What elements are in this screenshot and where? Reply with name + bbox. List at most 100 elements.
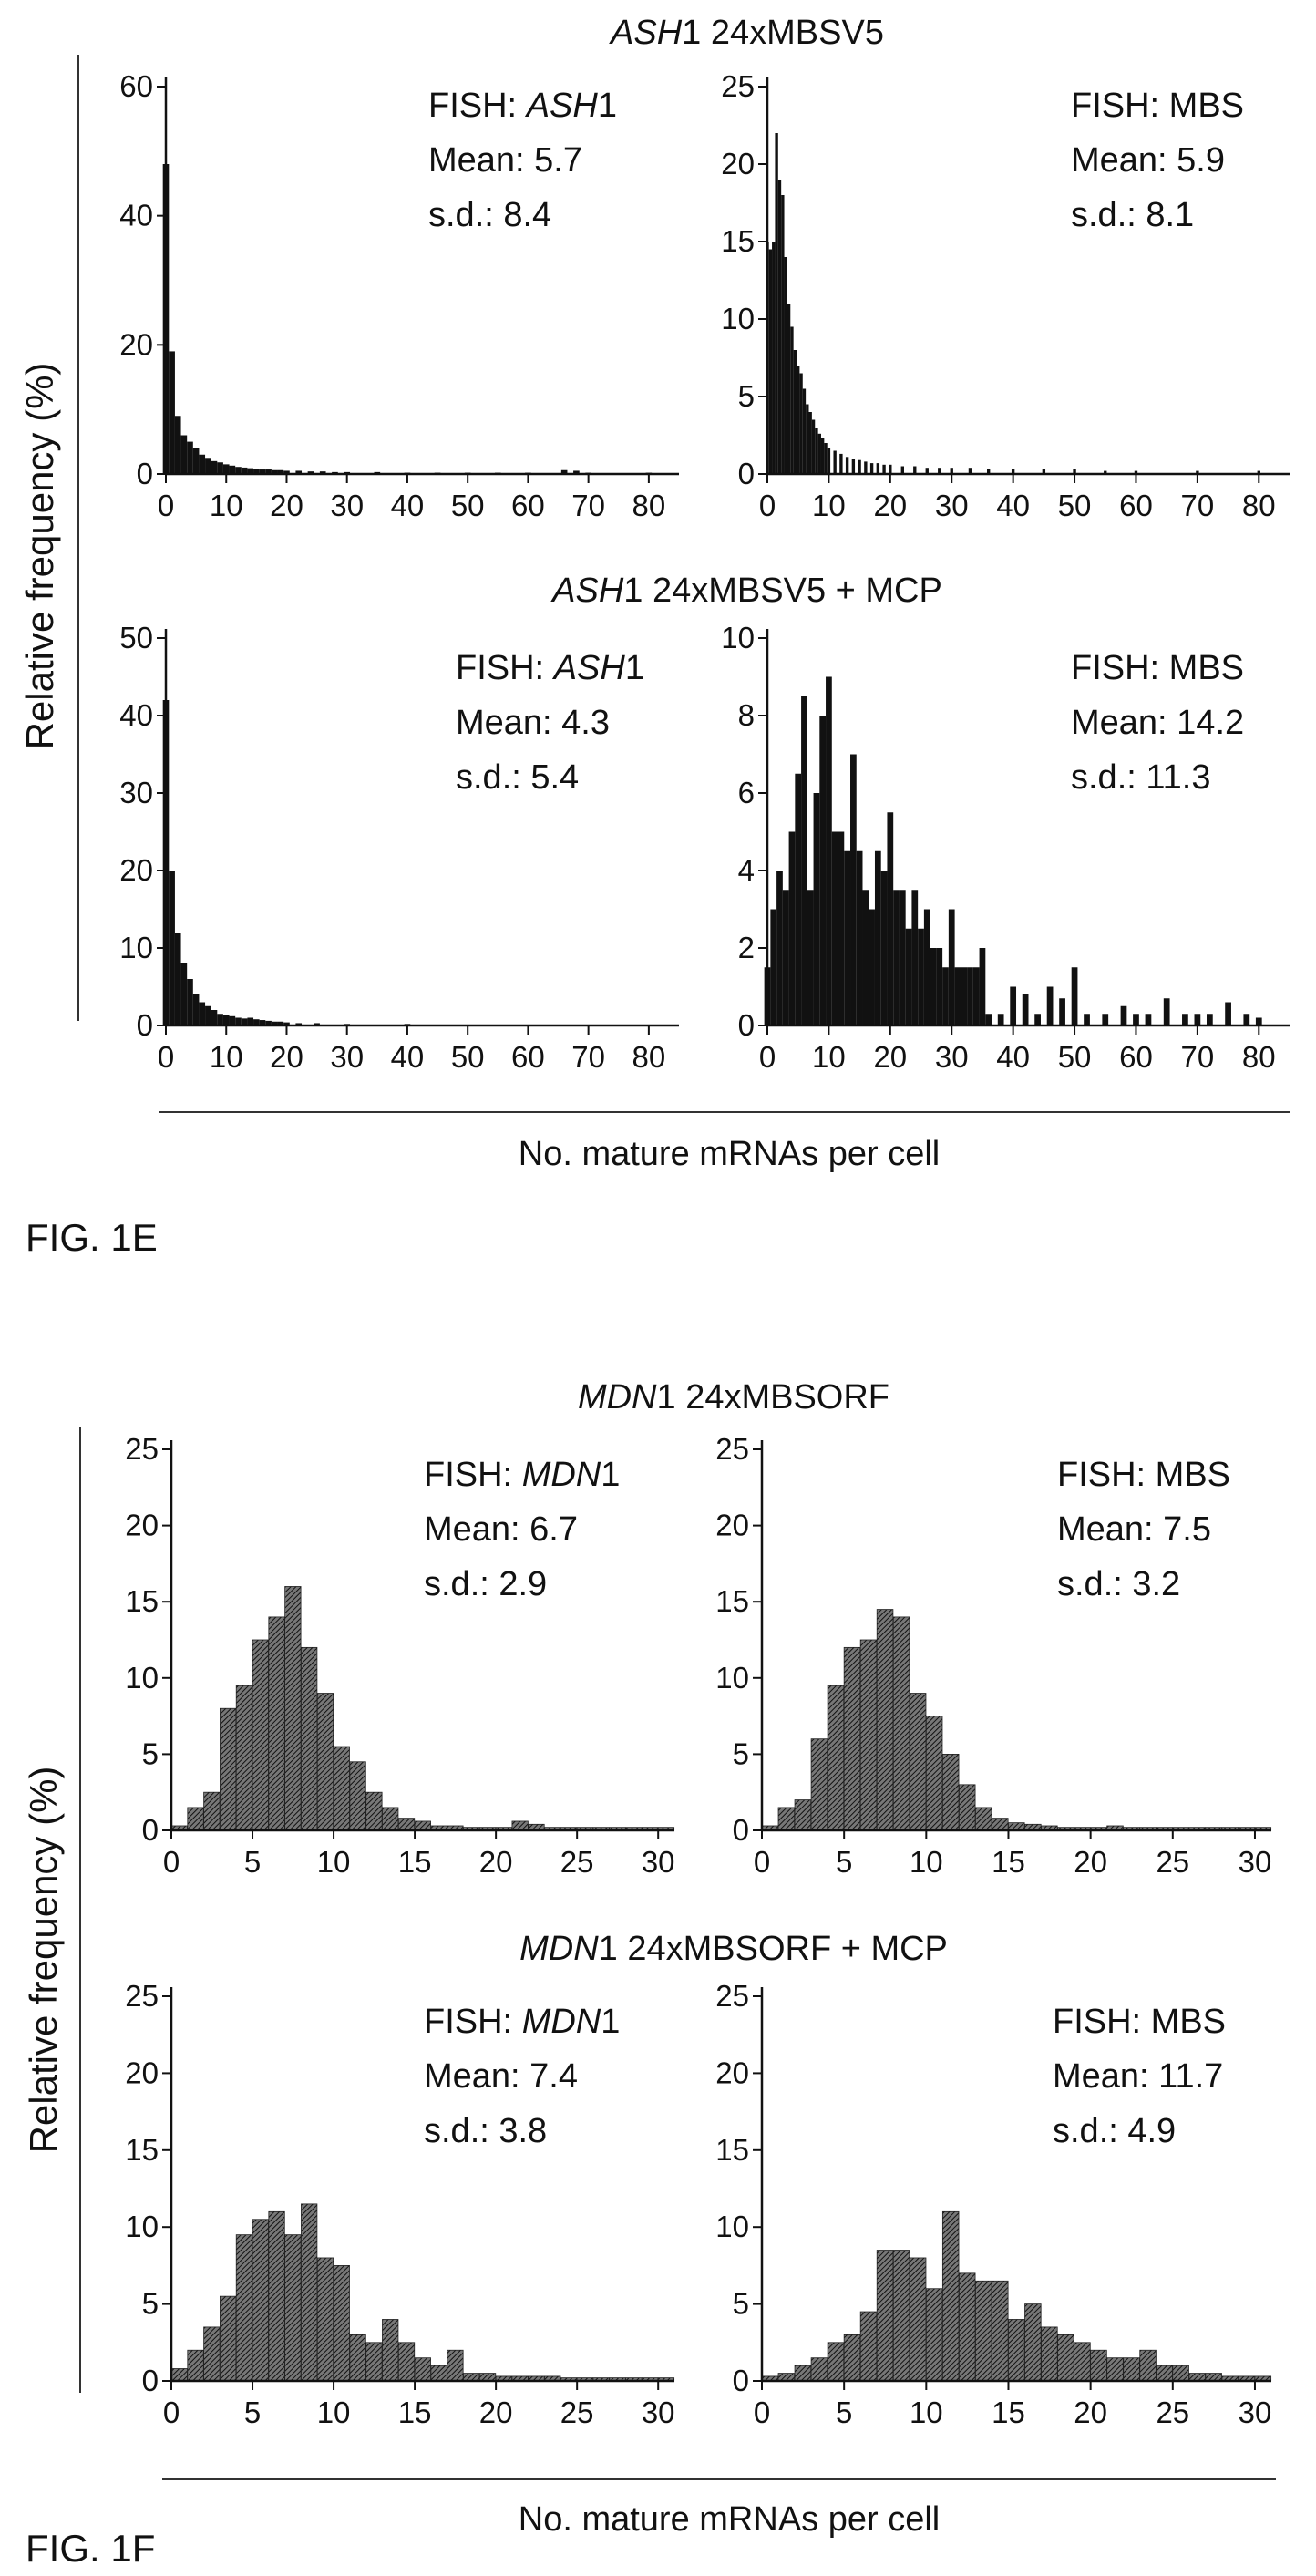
fish-probe-label: FISH: MDN1 (424, 1456, 620, 1494)
histogram-bar (247, 1017, 254, 1025)
histogram-bar (961, 967, 968, 1025)
histogram-bar (203, 1791, 221, 1831)
y-tick-label: 8 (738, 698, 755, 732)
histogram-bar (284, 2234, 302, 2382)
histogram-bar (913, 466, 917, 474)
mean-label: Mean: 11.7 (1053, 2057, 1223, 2096)
histogram-bar (876, 1609, 894, 1831)
histogram-bar (277, 469, 284, 474)
mean-label: Mean: 5.7 (428, 141, 582, 180)
sd-label: s.d.: 8.4 (428, 196, 551, 234)
histogram-bar (892, 2250, 910, 2382)
group-title: MDN1 24xMBSORF (578, 1378, 889, 1417)
y-tick-label: 4 (738, 853, 755, 887)
x-tick-label: 15 (398, 1845, 432, 1879)
histogram-bar (217, 462, 223, 474)
x-tick-label: 25 (1156, 2396, 1189, 2429)
x-tick-label: 80 (632, 1040, 666, 1074)
fish-probe-label: FISH: MDN1 (424, 2003, 620, 2041)
mean-label: Mean: 4.3 (456, 704, 610, 742)
histogram-bar (942, 967, 949, 1025)
histogram-bar (192, 448, 200, 474)
histogram-bar (205, 1005, 211, 1025)
x-tick-label: 0 (754, 2396, 770, 2429)
y-tick-label: 25 (715, 1979, 749, 2013)
histogram-bar (349, 2334, 366, 2382)
x-tick-label: 15 (992, 1845, 1025, 1879)
y-tick-label: 20 (715, 2056, 749, 2089)
x-tick-label: 0 (158, 489, 174, 522)
histogram-bar (992, 1818, 1009, 1831)
sd-label: s.d.: 3.8 (424, 2112, 547, 2150)
histogram-bar (975, 2280, 992, 2382)
x-tick-label: 30 (935, 1040, 969, 1074)
histogram-bar (478, 2373, 497, 2382)
histogram-bar (301, 2203, 318, 2382)
histogram-bar (1011, 469, 1015, 474)
histogram-bar (813, 793, 820, 1025)
histogram-bar (1104, 470, 1107, 474)
histogram-bar (958, 1784, 976, 1831)
histogram-bar (801, 696, 807, 1025)
histogram-bar (211, 1010, 218, 1025)
histogram-bar (941, 2210, 960, 2382)
histogram-bar (1120, 1005, 1127, 1025)
histogram-bar (414, 1820, 431, 1831)
x-tick-label: 10 (210, 489, 243, 522)
histogram-bar (295, 1023, 303, 1025)
histogram-bar (180, 963, 188, 1025)
histogram-bar (1008, 1822, 1025, 1831)
histogram-bar (882, 464, 886, 474)
histogram-bar (772, 242, 776, 474)
y-tick-label: 20 (125, 1509, 159, 1542)
histogram-bar (839, 453, 843, 474)
histogram-bar (235, 467, 242, 474)
y-tick-label: 5 (738, 379, 755, 413)
histogram-bar (205, 458, 211, 474)
y-tick-label: 2 (738, 931, 755, 964)
x-tick-label: 30 (642, 2396, 675, 2429)
histogram-bar (316, 1693, 334, 1831)
x-tick-label: 70 (571, 1040, 605, 1074)
histogram-bar (784, 257, 787, 474)
y-tick-label: 20 (721, 147, 755, 180)
histogram-bar (265, 469, 272, 474)
x-tick-label: 20 (873, 489, 907, 522)
histogram-bar (1194, 1014, 1201, 1025)
y-tick-label: 40 (119, 199, 153, 232)
histogram-bar (222, 1015, 230, 1025)
histogram-bar (253, 469, 260, 474)
histogram-bar (1008, 2319, 1025, 2382)
histogram-bar (229, 1015, 236, 1025)
x-tick-label: 80 (1242, 1040, 1276, 1074)
y-tick-label: 40 (119, 698, 153, 732)
histogram-bar (992, 2280, 1009, 2382)
histogram-bar (975, 1807, 992, 1831)
x-tick-label: 60 (511, 1040, 545, 1074)
histogram-bar (797, 366, 800, 474)
histogram-bar (806, 404, 809, 474)
histogram-bar (911, 890, 919, 1025)
y-tick-label: 20 (715, 1509, 749, 1542)
histogram-bar (838, 831, 845, 1025)
histogram-bar (794, 2365, 812, 2382)
x-tick-label: 50 (1058, 1040, 1092, 1074)
histogram-bar (997, 1014, 1004, 1025)
y-tick-label: 0 (137, 457, 153, 490)
histogram-bar (174, 933, 181, 1025)
histogram-bar (817, 433, 821, 474)
histogram-bar (925, 1716, 943, 1831)
x-tick-label: 25 (1156, 1845, 1189, 1879)
x-tick-label: 0 (163, 1845, 180, 1879)
histogram-bar (827, 2342, 845, 2382)
histogram-bar (831, 831, 838, 1025)
histogram-bar (869, 463, 874, 474)
histogram-bar (887, 812, 894, 1025)
y-tick-label: 25 (715, 1432, 749, 1466)
histogram-bar (985, 1014, 992, 1025)
group-title: ASH1 24xMBSV5 (609, 14, 884, 52)
group-title: ASH1 24xMBSV5 + MCP (550, 572, 942, 610)
histogram-bar (253, 1019, 260, 1025)
x-tick-label: 15 (992, 2396, 1025, 2429)
y-tick-label: 6 (738, 776, 755, 809)
